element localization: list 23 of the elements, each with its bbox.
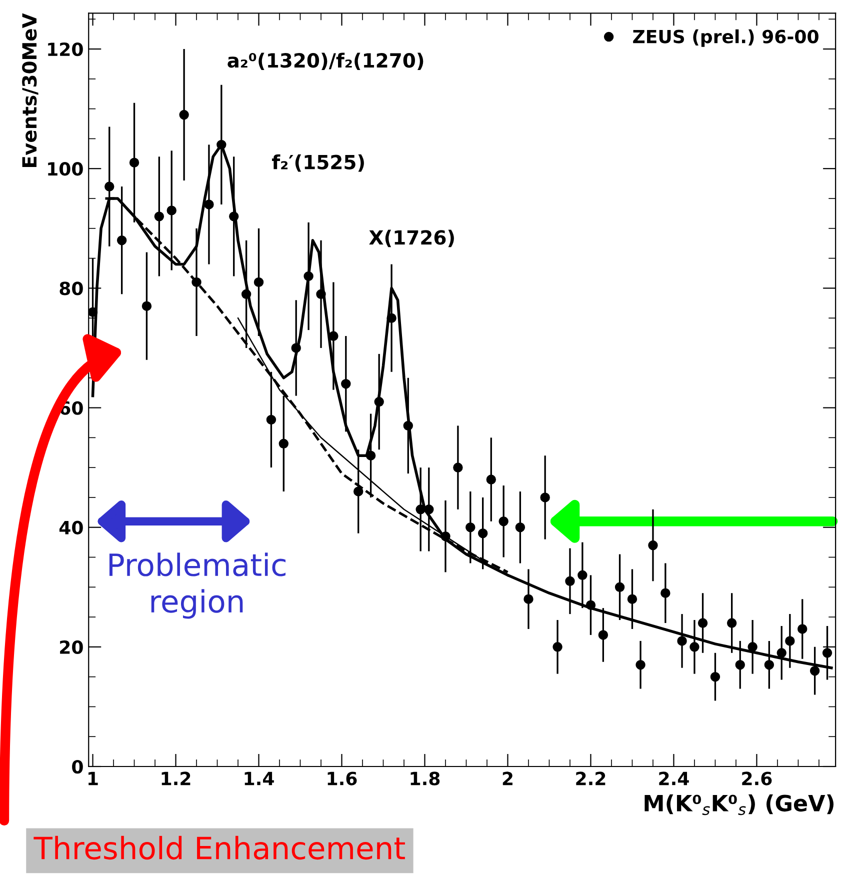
legend-label: ZEUS (prel.) 96-00 <box>633 29 818 47</box>
x-tick-label: 1.8 <box>410 772 440 786</box>
x-tick-label: 1 <box>88 772 98 786</box>
text: Threshold Enhancement <box>34 836 405 860</box>
y-tick-label: 120 <box>48 42 83 56</box>
y-tick-label: 20 <box>60 640 83 654</box>
x-tick-label: 2 <box>502 772 512 786</box>
y-tick-label: 100 <box>48 162 83 176</box>
annotation: a₂⁰(1320)/f₂(1270) <box>228 52 424 70</box>
y-tick-label: 0 <box>72 760 83 774</box>
x-tick-label: 2.6 <box>742 772 772 786</box>
x-tick-label: 1.6 <box>328 772 357 786</box>
x-tick-label: 2.4 <box>659 772 689 786</box>
y-axis-title: Events/30MeV <box>22 13 38 167</box>
x-axis-title: M(K⁰$_{s}$K⁰$_{s}$) (GeV) <box>644 794 834 816</box>
annotation: X(1726) <box>369 230 454 248</box>
y-tick-label: 40 <box>59 520 83 534</box>
x-tick-label: 1.4 <box>244 772 274 786</box>
x-tick-label: 1.2 <box>162 772 190 786</box>
annotation: f₂′(1525) <box>272 154 364 172</box>
annotation: Problematic region <box>109 552 286 619</box>
y-tick-label: 80 <box>60 282 83 296</box>
x-tick-label: 2.2 <box>576 772 606 786</box>
